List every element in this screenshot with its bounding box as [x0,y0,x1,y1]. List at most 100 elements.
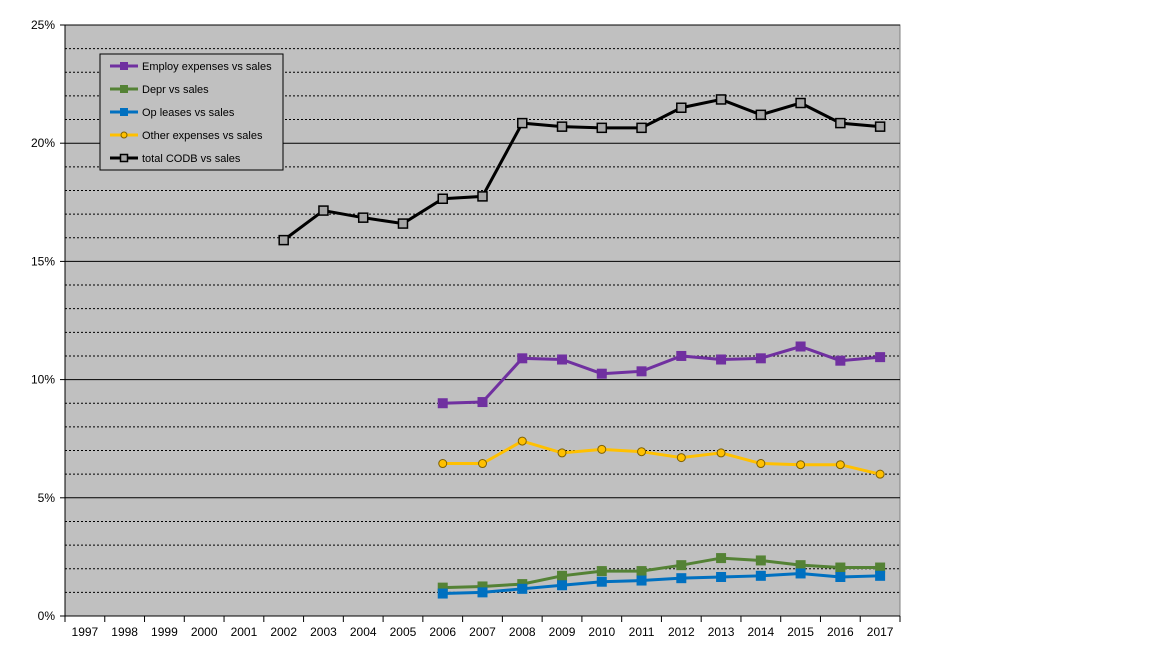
data-point [636,122,647,134]
legend-entry: Other expenses vs sales [110,130,263,142]
data-point [716,553,727,564]
data-point [437,193,448,205]
legend-swatch-marker [120,85,128,93]
legend-label: Op leases vs sales [142,107,235,119]
x-tick-label: 2017 [867,625,894,639]
data-point [795,560,806,571]
x-tick-label: 2000 [191,625,218,639]
data-point [676,560,687,571]
series-line [442,439,881,476]
legend-swatch-marker [120,108,128,116]
x-tick-label: 1997 [72,625,99,639]
legend-entry: total CODB vs sales [110,153,241,165]
data-point [477,587,488,598]
data-point [795,568,806,579]
data-point [517,353,528,364]
legend-swatch-marker [120,62,128,70]
data-point [835,117,846,129]
legend-entry: Op leases vs sales [110,107,235,119]
data-point [795,97,806,109]
y-tick-label: 25% [31,18,55,32]
y-tick-label: 10% [31,373,55,387]
legend-entry: Employ expenses vs sales [110,61,272,73]
x-tick-label: 2001 [231,625,258,639]
y-tick-label: 15% [31,254,55,268]
data-point [557,580,568,591]
x-tick-label: 2009 [549,625,576,639]
data-point [597,444,607,454]
data-point [835,355,846,366]
series-line [442,571,881,596]
data-point [676,453,686,463]
data-point [875,352,886,363]
data-point [596,122,608,134]
data-point [278,234,289,246]
data-point [636,566,647,577]
data-point [596,566,607,577]
data-point [437,398,448,409]
data-point [477,191,488,202]
data-point [676,573,687,584]
series-4 [278,94,886,246]
data-point [397,218,409,229]
data-point [755,353,766,364]
data-point [874,121,886,132]
data-point [557,354,568,365]
x-tick-label: 2002 [270,625,297,639]
data-point [676,102,687,113]
data-point [637,447,647,457]
series-line [442,556,881,590]
x-tick-label: 2015 [787,625,814,639]
x-tick-label: 2013 [708,625,735,639]
data-point [557,570,568,581]
x-tick-label: 2003 [310,625,337,639]
x-tick-label: 2012 [668,625,695,639]
series-2 [437,568,886,599]
data-point [755,109,767,121]
x-tick-label: 2014 [747,625,774,639]
legend-swatch-marker [119,153,129,163]
series-3 [438,436,885,479]
x-tick-label: 2005 [390,625,417,639]
x-tick-label: 2008 [509,625,536,639]
x-tick-label: 1998 [111,625,138,639]
legend-label: Other expenses vs sales [142,130,263,142]
series-line [442,344,881,405]
y-tick-label: 5% [38,491,56,505]
data-point [676,350,687,361]
x-tick-label: 2016 [827,625,854,639]
data-point [796,460,806,470]
data-point [795,341,806,352]
data-point [715,94,727,105]
x-tick-label: 1999 [151,625,178,639]
data-point [517,583,528,594]
data-point [835,571,846,582]
data-point [875,570,886,581]
x-tick-label: 2007 [469,625,496,639]
data-point [557,448,567,458]
data-point [517,436,527,446]
legend-label: Depr vs sales [142,84,209,96]
data-point [716,354,727,365]
series-0 [437,341,886,409]
data-point [875,469,885,479]
data-point [517,117,528,129]
legend-label: Employ expenses vs sales [142,61,272,73]
x-tick-label: 2011 [629,625,655,639]
series-line [282,97,881,242]
data-point [596,576,607,587]
data-point [875,562,886,573]
data-point [835,562,846,573]
data-point [716,448,726,458]
x-tick-label: 2006 [429,625,456,639]
y-tick-label: 20% [31,136,55,150]
data-point [835,460,845,470]
data-point [636,366,647,377]
data-point [755,555,766,566]
data-point [716,571,727,582]
data-point [478,459,487,469]
legend-entry: Depr vs sales [110,84,209,96]
data-point [477,397,488,408]
data-point [755,570,766,581]
